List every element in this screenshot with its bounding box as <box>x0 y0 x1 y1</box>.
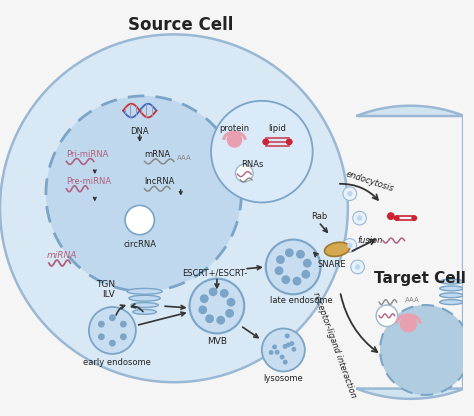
Text: early endosome: early endosome <box>83 358 151 367</box>
Circle shape <box>125 206 155 235</box>
Circle shape <box>120 321 127 327</box>
Ellipse shape <box>131 302 158 307</box>
Ellipse shape <box>127 288 162 294</box>
Circle shape <box>347 191 353 196</box>
Text: Rab: Rab <box>310 212 327 220</box>
Circle shape <box>120 333 127 340</box>
Circle shape <box>351 260 365 274</box>
Text: AAA: AAA <box>177 154 191 161</box>
Circle shape <box>262 329 305 371</box>
Text: miRNA: miRNA <box>47 251 77 260</box>
Circle shape <box>98 321 105 327</box>
Circle shape <box>0 35 348 382</box>
Circle shape <box>376 305 398 327</box>
Circle shape <box>200 294 209 303</box>
Circle shape <box>380 305 470 395</box>
Circle shape <box>286 139 292 145</box>
Text: fusion: fusion <box>357 236 383 245</box>
Circle shape <box>46 96 241 291</box>
Circle shape <box>209 287 218 296</box>
Text: DNA: DNA <box>130 127 149 136</box>
Text: mRNA: mRNA <box>145 150 171 159</box>
Circle shape <box>282 275 290 284</box>
Circle shape <box>225 309 234 318</box>
Polygon shape <box>356 106 474 399</box>
Circle shape <box>292 347 296 352</box>
Text: receptor-ligand interaction: receptor-ligand interaction <box>311 291 357 399</box>
Ellipse shape <box>325 242 350 256</box>
Text: protein: protein <box>219 124 249 133</box>
Circle shape <box>296 250 305 259</box>
Circle shape <box>411 215 417 221</box>
Circle shape <box>285 334 290 338</box>
Circle shape <box>269 350 273 355</box>
Circle shape <box>353 211 366 225</box>
Circle shape <box>216 316 225 324</box>
Circle shape <box>347 243 353 248</box>
Ellipse shape <box>133 310 156 314</box>
Text: ILV: ILV <box>102 290 115 299</box>
Text: SNARE: SNARE <box>318 260 346 270</box>
Circle shape <box>400 315 417 332</box>
Circle shape <box>343 187 356 201</box>
Circle shape <box>198 305 207 314</box>
Circle shape <box>355 264 360 270</box>
Text: AAA: AAA <box>404 297 419 303</box>
Circle shape <box>190 279 244 333</box>
Circle shape <box>394 215 400 221</box>
Circle shape <box>286 342 291 347</box>
Circle shape <box>301 270 310 279</box>
Text: ESCRT+/ESCRT-: ESCRT+/ESCRT- <box>182 268 247 277</box>
Circle shape <box>292 277 301 285</box>
Text: lipid: lipid <box>269 124 286 133</box>
Ellipse shape <box>129 295 160 301</box>
Circle shape <box>272 344 277 349</box>
Circle shape <box>387 212 395 220</box>
Text: late endosome: late endosome <box>270 296 332 305</box>
Circle shape <box>283 360 288 364</box>
Circle shape <box>283 344 288 349</box>
Ellipse shape <box>440 286 463 291</box>
Text: lncRNA: lncRNA <box>145 178 175 186</box>
Circle shape <box>285 248 294 257</box>
Circle shape <box>205 314 214 323</box>
Circle shape <box>89 307 136 354</box>
Circle shape <box>343 239 356 252</box>
Circle shape <box>303 259 312 267</box>
Circle shape <box>236 164 253 182</box>
Ellipse shape <box>440 300 463 305</box>
Text: endocytosis: endocytosis <box>344 169 394 193</box>
Text: Source Cell: Source Cell <box>128 16 233 34</box>
Text: lysosome: lysosome <box>264 374 303 384</box>
Circle shape <box>227 132 242 148</box>
Text: circRNA: circRNA <box>123 240 156 249</box>
Circle shape <box>357 215 362 221</box>
Text: RNAs: RNAs <box>241 160 263 169</box>
Text: MVB: MVB <box>207 337 227 346</box>
Circle shape <box>274 350 280 355</box>
Ellipse shape <box>440 293 463 298</box>
Circle shape <box>211 101 313 203</box>
Circle shape <box>274 266 283 275</box>
Text: Target Cell: Target Cell <box>374 271 466 286</box>
Circle shape <box>109 340 116 347</box>
Circle shape <box>276 255 285 264</box>
Circle shape <box>262 139 269 145</box>
Text: TGN: TGN <box>96 280 115 289</box>
Circle shape <box>266 240 320 294</box>
Text: Pri-miRNA: Pri-miRNA <box>66 150 109 159</box>
Text: Pre-miRNA: Pre-miRNA <box>66 178 111 186</box>
Circle shape <box>227 298 236 307</box>
Circle shape <box>109 314 116 321</box>
Circle shape <box>290 341 294 346</box>
Circle shape <box>220 289 228 298</box>
Ellipse shape <box>440 279 463 284</box>
Circle shape <box>280 354 284 359</box>
Circle shape <box>98 333 105 340</box>
